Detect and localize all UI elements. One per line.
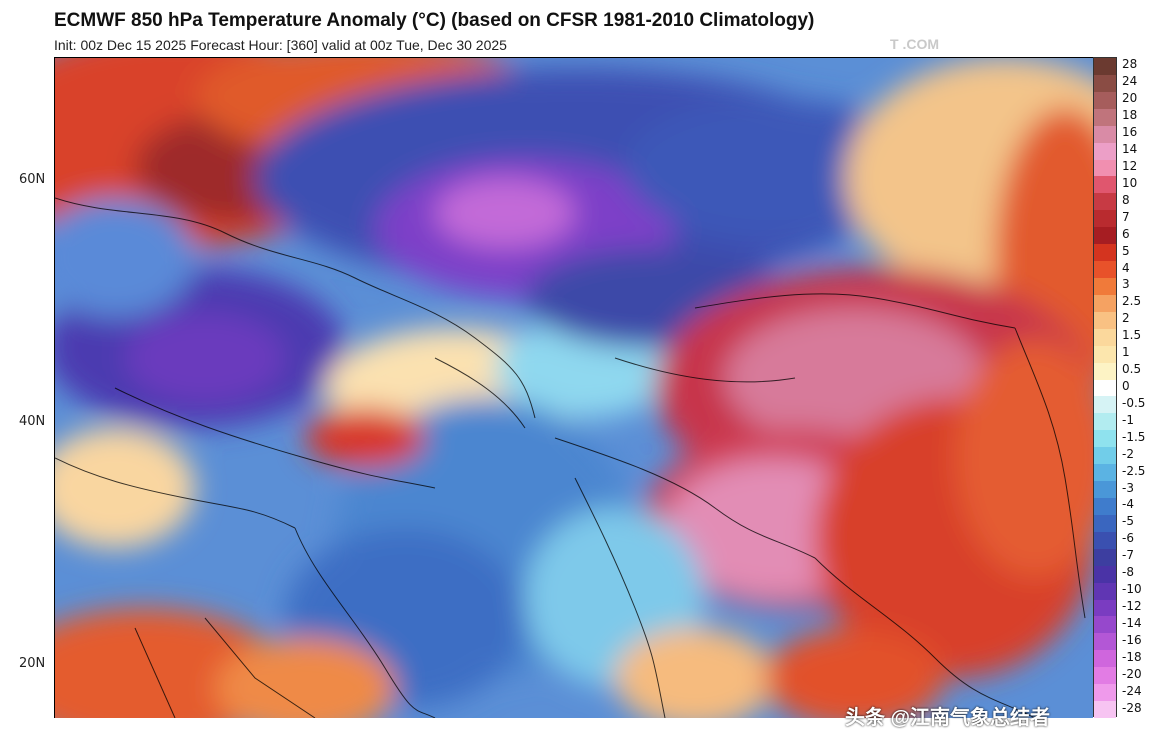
colorbar-segment (1094, 514, 1116, 533)
colorbar-label: -24 (1122, 683, 1142, 698)
lat-label-60n: 60N (19, 172, 46, 187)
colorbar-label: 20 (1122, 91, 1138, 106)
colorbar-label: -2 (1122, 446, 1134, 461)
colorbar-segment (1094, 345, 1116, 364)
colorbar-label: -7 (1122, 548, 1134, 563)
colorbar-segment (1094, 498, 1116, 516)
colorbar-segment (1094, 176, 1116, 194)
colorbar-segment (1094, 278, 1116, 296)
source-credit: 头条 @江南气象总结者 (845, 707, 1051, 729)
colorbar-segment (1094, 565, 1116, 584)
colorbar-segment (1094, 633, 1116, 651)
colorbar-segment (1094, 91, 1116, 110)
colorbar-label: -8 (1122, 565, 1134, 580)
chart-title: ECMWF 850 hPa Temperature Anomaly (°C) (… (54, 10, 815, 31)
colorbar-label: -3 (1122, 480, 1134, 495)
colorbar-segment (1094, 227, 1116, 245)
colorbar-label: -12 (1122, 599, 1142, 613)
colorbar-label: -0.5 (1122, 395, 1146, 410)
colorbar-segment (1094, 142, 1116, 161)
lat-label-40n: 40N (19, 414, 46, 429)
colorbar-segment (1094, 362, 1116, 381)
colorbar-label: 2.5 (1122, 294, 1142, 309)
colorbar-label: 28 (1122, 57, 1138, 72)
colorbar-segment (1094, 616, 1116, 634)
colorbar-segment (1094, 294, 1116, 313)
coastlines-borders (55, 197, 1086, 718)
colorbar-label: 0.5 (1122, 362, 1142, 377)
colorbar-segment (1094, 125, 1116, 144)
colorbar-segment (1094, 667, 1116, 685)
colorbar-label: 16 (1122, 125, 1138, 140)
colorbar-label: -5 (1122, 514, 1134, 529)
colorbar-label: 1.5 (1122, 328, 1142, 343)
colorbar-label: 0 (1122, 379, 1130, 393)
anomaly-fields (55, 58, 1093, 718)
colorbar-label: 24 (1122, 74, 1138, 89)
lat-label-20n: 20N (19, 656, 46, 671)
site-watermark: T .COM (890, 36, 939, 52)
colorbar-label: -10 (1122, 582, 1142, 597)
colorbar-segment (1094, 413, 1116, 431)
colorbar-label: -1 (1122, 412, 1134, 427)
map-canvas (55, 58, 1093, 718)
colorbar-segment (1094, 379, 1116, 397)
colorbar-segment (1094, 701, 1116, 719)
colorbar-segment (1094, 58, 1116, 76)
colorbar-label: 5 (1122, 243, 1130, 258)
colorbar-label: -6 (1122, 531, 1134, 546)
colorbar-label: 10 (1122, 175, 1138, 190)
colorbar-segment (1094, 430, 1116, 448)
colorbar-label: 6 (1122, 226, 1130, 241)
colorbar-segment (1094, 193, 1116, 211)
colorbar-segment (1094, 447, 1116, 465)
colorbar-segment (1094, 684, 1116, 702)
forecast-info: Init: 00z Dec 15 2025 Forecast Hour: [36… (54, 37, 507, 53)
colorbar-segment (1094, 261, 1116, 279)
colorbar-label: -1.5 (1122, 429, 1146, 444)
colorbar-label: 8 (1122, 192, 1130, 207)
colorbar-segment (1094, 328, 1116, 347)
colorbar-segment (1094, 210, 1116, 228)
colorbar-segment (1094, 396, 1116, 414)
colorbar-label: -20 (1122, 666, 1142, 681)
colorbar-segment (1094, 74, 1116, 93)
colorbar-segment (1094, 531, 1116, 550)
colorbar-segment (1094, 599, 1116, 617)
anomaly-map (54, 57, 1093, 718)
colorbar-segment (1094, 548, 1116, 567)
colorbar-label: -28 (1122, 700, 1142, 715)
colorbar-label: -16 (1122, 632, 1142, 647)
colorbar-segment (1094, 650, 1116, 668)
colorbar-label: -18 (1122, 649, 1142, 664)
colorbar-segment (1094, 311, 1116, 330)
colorbar-label: 3 (1122, 277, 1130, 292)
colorbar-label: 7 (1122, 209, 1130, 224)
colorbar-label: 1 (1122, 345, 1130, 360)
colorbar-segment (1094, 582, 1116, 601)
colorbar-label: 18 (1122, 108, 1138, 123)
colorbar-segment (1094, 481, 1116, 499)
colorbar-label: -4 (1122, 497, 1134, 512)
colorbar-label: -2.5 (1122, 463, 1146, 478)
colorbar-segment (1094, 244, 1116, 262)
colorbar (1093, 57, 1117, 719)
colorbar-label: 12 (1122, 159, 1138, 173)
colorbar-label: 4 (1122, 260, 1130, 275)
colorbar-segment (1094, 159, 1116, 177)
colorbar-label: 14 (1122, 142, 1138, 157)
colorbar-segment (1094, 108, 1116, 127)
colorbar-segment (1094, 464, 1116, 482)
colorbar-label: 2 (1122, 311, 1130, 326)
colorbar-label: -14 (1122, 615, 1142, 630)
